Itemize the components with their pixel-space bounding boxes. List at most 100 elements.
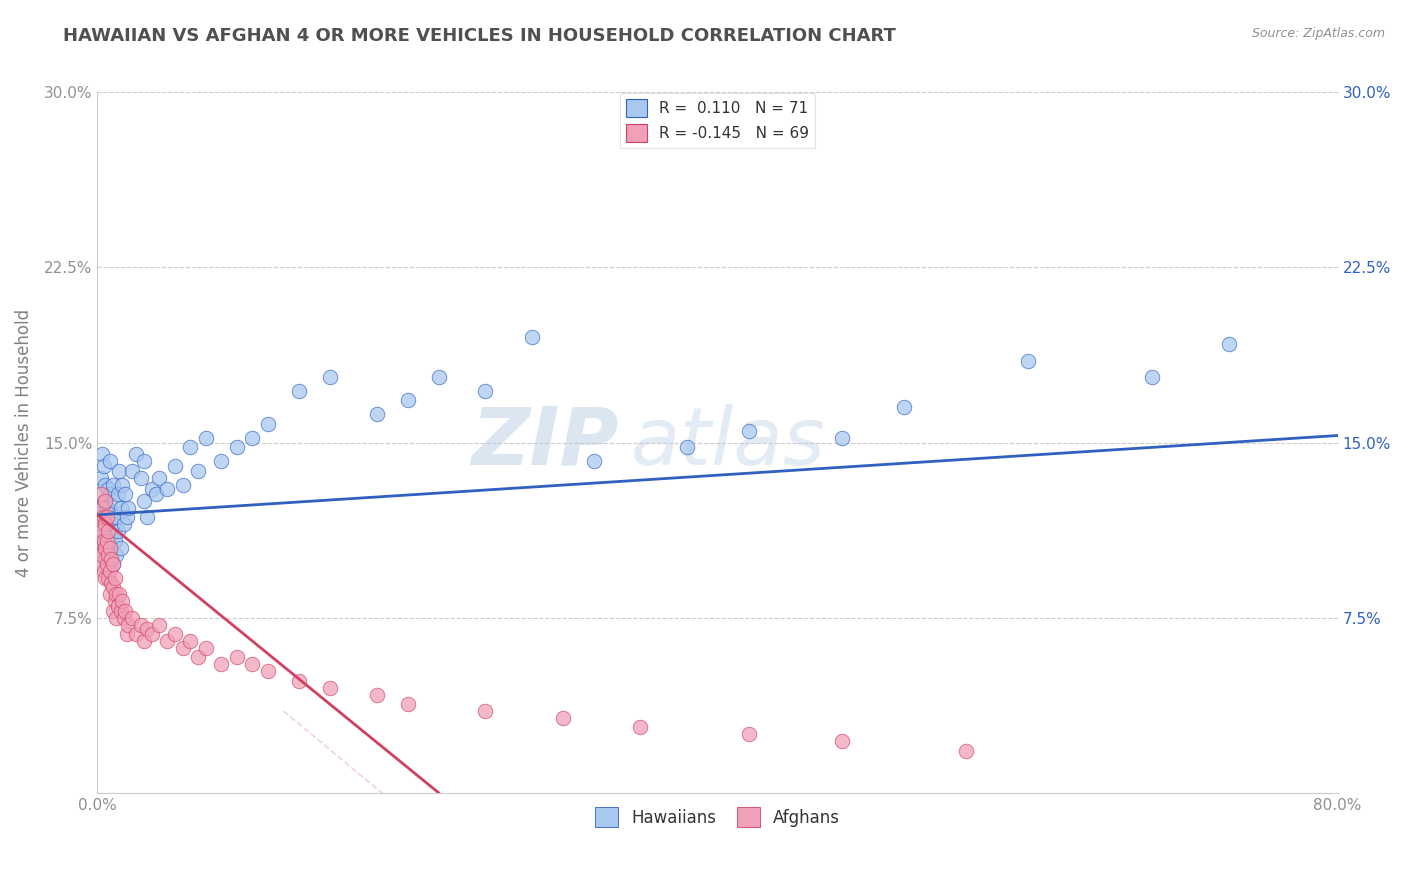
- Point: [112, 517, 135, 532]
- Point: [288, 673, 311, 688]
- Point: [97, 564, 120, 578]
- Point: [93, 510, 115, 524]
- Point: [90, 470, 112, 484]
- Point: [831, 431, 853, 445]
- Point: [93, 533, 115, 548]
- Point: [91, 447, 114, 461]
- Point: [195, 640, 218, 655]
- Point: [1017, 353, 1039, 368]
- Point: [96, 500, 118, 515]
- Point: [121, 463, 143, 477]
- Point: [1218, 337, 1240, 351]
- Point: [226, 440, 249, 454]
- Point: [893, 401, 915, 415]
- Point: [187, 463, 209, 477]
- Point: [107, 524, 129, 539]
- Point: [90, 557, 112, 571]
- Point: [98, 541, 121, 555]
- Point: [96, 510, 118, 524]
- Point: [111, 594, 134, 608]
- Point: [98, 454, 121, 468]
- Point: [675, 440, 697, 454]
- Point: [94, 494, 117, 508]
- Point: [94, 541, 117, 555]
- Point: [90, 487, 112, 501]
- Point: [96, 557, 118, 571]
- Point: [211, 657, 233, 672]
- Point: [110, 541, 132, 555]
- Point: [101, 557, 124, 571]
- Point: [103, 533, 125, 548]
- Point: [955, 744, 977, 758]
- Point: [520, 330, 543, 344]
- Point: [100, 541, 122, 555]
- Point: [474, 704, 496, 718]
- Point: [105, 548, 128, 562]
- Point: [100, 552, 122, 566]
- Point: [132, 454, 155, 468]
- Point: [117, 500, 139, 515]
- Point: [94, 571, 117, 585]
- Point: [129, 470, 152, 484]
- Point: [112, 610, 135, 624]
- Point: [628, 720, 651, 734]
- Point: [132, 494, 155, 508]
- Point: [551, 711, 574, 725]
- Y-axis label: 4 or more Vehicles in Household: 4 or more Vehicles in Household: [15, 309, 32, 576]
- Point: [831, 734, 853, 748]
- Point: [582, 454, 605, 468]
- Point: [172, 477, 194, 491]
- Point: [172, 640, 194, 655]
- Point: [87, 541, 110, 555]
- Point: [93, 564, 115, 578]
- Point: [125, 627, 148, 641]
- Point: [97, 482, 120, 496]
- Point: [121, 610, 143, 624]
- Point: [366, 688, 388, 702]
- Point: [115, 627, 138, 641]
- Point: [145, 487, 167, 501]
- Point: [97, 517, 120, 532]
- Point: [257, 665, 280, 679]
- Point: [156, 482, 179, 496]
- Point: [100, 506, 122, 520]
- Point: [103, 571, 125, 585]
- Point: [110, 604, 132, 618]
- Point: [103, 594, 125, 608]
- Point: [90, 533, 112, 548]
- Point: [100, 575, 122, 590]
- Point: [93, 494, 115, 508]
- Point: [101, 517, 124, 532]
- Point: [114, 604, 136, 618]
- Point: [125, 447, 148, 461]
- Point: [101, 580, 124, 594]
- Point: [97, 524, 120, 539]
- Point: [179, 634, 201, 648]
- Point: [141, 627, 163, 641]
- Point: [91, 548, 114, 562]
- Text: ZIP: ZIP: [471, 403, 619, 482]
- Point: [396, 393, 419, 408]
- Point: [115, 510, 138, 524]
- Point: [94, 510, 117, 524]
- Point: [108, 463, 131, 477]
- Point: [96, 533, 118, 548]
- Point: [187, 650, 209, 665]
- Point: [94, 477, 117, 491]
- Point: [366, 408, 388, 422]
- Point: [94, 552, 117, 566]
- Point: [97, 548, 120, 562]
- Text: HAWAIIAN VS AFGHAN 4 OR MORE VEHICLES IN HOUSEHOLD CORRELATION CHART: HAWAIIAN VS AFGHAN 4 OR MORE VEHICLES IN…: [63, 27, 896, 45]
- Point: [132, 634, 155, 648]
- Point: [148, 470, 170, 484]
- Point: [474, 384, 496, 399]
- Point: [90, 510, 112, 524]
- Point: [105, 510, 128, 524]
- Point: [114, 487, 136, 501]
- Point: [242, 431, 264, 445]
- Point: [148, 617, 170, 632]
- Point: [105, 610, 128, 624]
- Point: [107, 599, 129, 613]
- Point: [1140, 370, 1163, 384]
- Point: [211, 454, 233, 468]
